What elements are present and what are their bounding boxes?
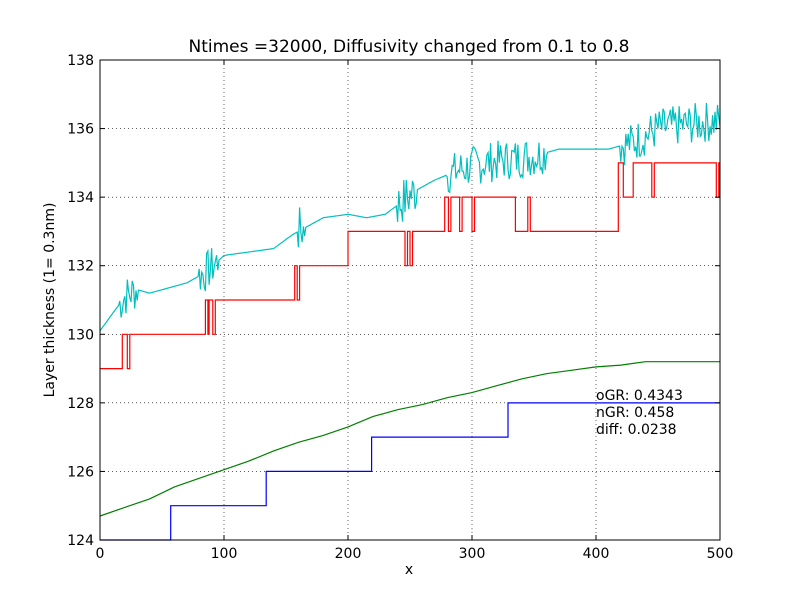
series-line-0 — [99, 102, 721, 332]
series-line-3 — [100, 402, 720, 541]
y-tick-label: 134 — [67, 190, 94, 206]
annotation-text: nGR: 0.458 — [596, 405, 674, 421]
ticks: 0 100 200 300 400 500 124 126 128 130 132 134 136 138 — [67, 53, 733, 562]
y-tick-label: 126 — [67, 464, 94, 480]
chart-title: Ntimes =32000, Diffusivity changed from … — [189, 37, 630, 57]
x-axis-label: x — [405, 562, 413, 578]
x-tick-label: 200 — [335, 546, 362, 562]
x-tick-label: 400 — [583, 546, 610, 562]
y-tick-label: 132 — [67, 259, 94, 275]
series-line-2 — [99, 361, 720, 517]
y-axis-label: Layer thickness (1= 0.3nm) — [42, 203, 58, 398]
x-tick-label: 500 — [707, 546, 734, 562]
y-tick-label: 124 — [67, 533, 94, 549]
x-tick-label: 0 — [96, 546, 105, 562]
y-tick-label: 136 — [67, 122, 94, 138]
y-tick-label: 128 — [67, 396, 94, 412]
series-line-1 — [100, 162, 720, 370]
y-tick-label: 138 — [67, 53, 94, 69]
series-layer — [99, 102, 721, 541]
x-tick-label: 100 — [211, 546, 238, 562]
annotation-text: diff: 0.0238 — [596, 422, 677, 438]
y-tick-label: 130 — [67, 327, 94, 343]
plot-frame — [99, 59, 721, 541]
x-tick-label: 300 — [459, 546, 486, 562]
annotation-text: oGR: 0.4343 — [596, 388, 683, 404]
